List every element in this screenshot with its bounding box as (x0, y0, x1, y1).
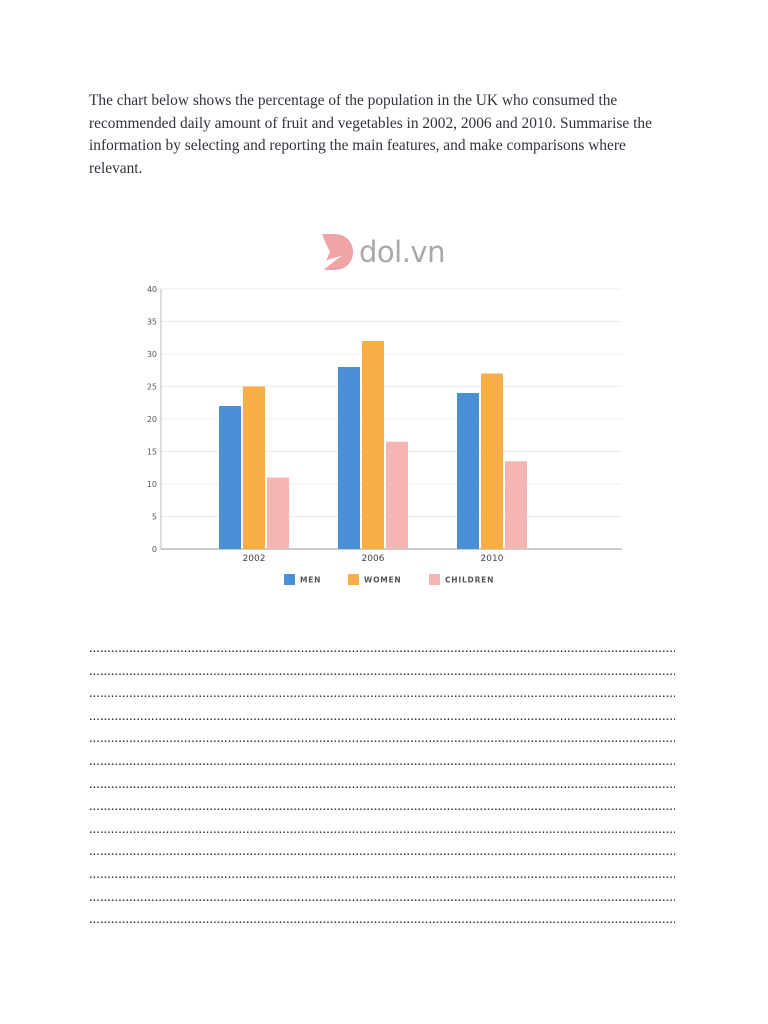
bar-women-2010 (481, 373, 503, 549)
answer-line[interactable]: ........................................… (89, 799, 675, 815)
legend-label-children: CHILDREN (445, 576, 494, 585)
bar-children-2010 (505, 461, 527, 549)
answer-line[interactable]: ........................................… (89, 776, 675, 792)
legend-label-men: MEN (300, 576, 321, 585)
dol-logo-mark-icon (322, 234, 353, 270)
bar-children-2002 (267, 477, 289, 549)
legend-swatch-men (284, 574, 295, 585)
answer-line[interactable]: ........................................… (89, 912, 675, 928)
bar-men-2010 (457, 393, 479, 549)
answer-line[interactable]: ........................................… (89, 731, 675, 747)
bar-men-2006 (338, 367, 360, 549)
answer-line[interactable]: ........................................… (89, 663, 675, 679)
legend-swatch-women (348, 574, 359, 585)
y-tick-label: 25 (147, 383, 157, 392)
answer-line[interactable]: ........................................… (89, 708, 675, 724)
answer-line[interactable]: ........................................… (89, 686, 675, 702)
bar-women-2002 (243, 386, 265, 549)
logo-text: dol.vn (359, 234, 445, 269)
legend-label-women: WOMEN (364, 576, 402, 585)
bar-men-2002 (219, 406, 241, 549)
answer-line[interactable]: ........................................… (89, 641, 675, 656)
y-tick-label: 10 (147, 480, 157, 489)
bar-women-2006 (362, 341, 384, 549)
y-tick-label: 40 (147, 285, 157, 294)
bar-children-2006 (386, 441, 408, 549)
answer-line[interactable]: ........................................… (89, 866, 675, 882)
answer-line[interactable]: ........................................… (89, 844, 675, 860)
answer-line[interactable]: ........................................… (89, 821, 675, 837)
y-tick-label: 5 (152, 513, 157, 522)
x-tick-label: 2006 (362, 554, 385, 564)
x-tick-label: 2002 (243, 554, 266, 564)
y-tick-label: 0 (152, 545, 157, 554)
legend-swatch-children (429, 574, 440, 585)
answer-line[interactable]: ........................................… (89, 753, 675, 769)
task-prompt: The chart below shows the percentage of … (89, 92, 652, 178)
y-tick-label: 15 (147, 448, 157, 457)
answer-line[interactable]: ........................................… (89, 889, 675, 905)
bar-chart: 0 5 10 15 20 25 30 35 40 2002 2006 2010 MEN WOMEN CHIL… (130, 280, 630, 590)
x-tick-label: 2010 (481, 554, 504, 564)
y-tick-label: 20 (147, 415, 157, 424)
dolvn-logo: dol.vn (320, 231, 450, 273)
y-tick-label: 30 (147, 350, 157, 359)
y-tick-label: 35 (147, 318, 157, 327)
answer-area[interactable]: ........................................… (89, 638, 675, 932)
